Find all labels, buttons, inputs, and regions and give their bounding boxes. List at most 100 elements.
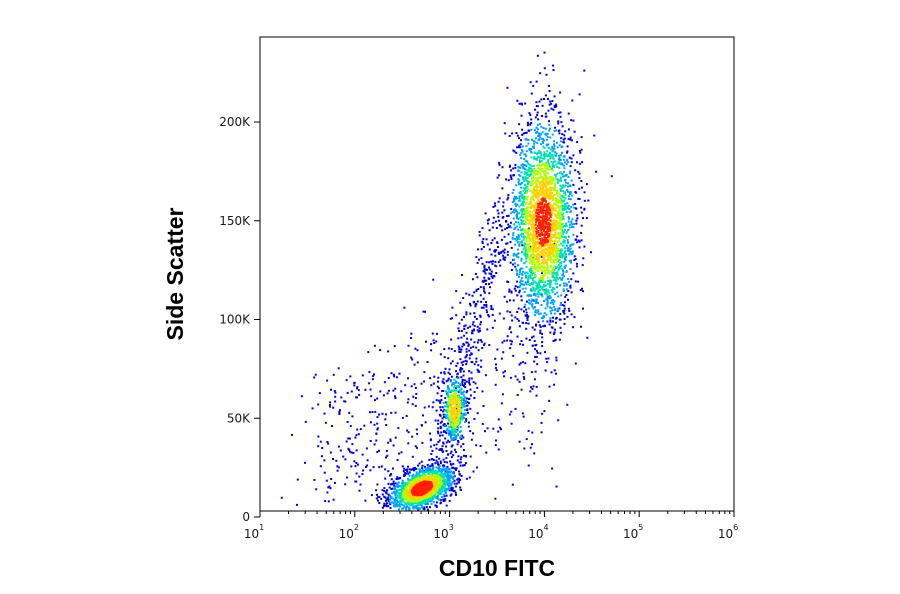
- event-dot: [587, 199, 590, 202]
- event-dot: [550, 264, 553, 267]
- event-dot: [512, 263, 514, 266]
- event-dot: [482, 306, 485, 309]
- event-dot: [430, 464, 433, 467]
- event-dot: [424, 498, 427, 501]
- event-dot: [464, 383, 467, 386]
- event-dot: [374, 410, 377, 413]
- event-dot: [449, 426, 451, 429]
- event-dot: [409, 496, 411, 499]
- event-dot: [561, 207, 564, 210]
- event-dot: [442, 472, 445, 475]
- event-dot: [475, 444, 478, 447]
- event-dot: [531, 205, 534, 207]
- event-dot: [471, 294, 474, 297]
- event-dot: [498, 253, 501, 255]
- event-dot: [442, 500, 445, 503]
- event-dot: [540, 177, 543, 180]
- event-dot: [494, 366, 497, 369]
- event-dot: [512, 167, 515, 170]
- event-dot: [533, 170, 536, 173]
- event-dot: [527, 122, 530, 125]
- event-dot: [548, 399, 551, 402]
- event-dot: [425, 479, 428, 482]
- event-dot: [569, 223, 572, 226]
- event-dot: [480, 340, 483, 343]
- event-dot: [467, 402, 470, 405]
- event-dot: [497, 251, 500, 254]
- event-dot: [570, 206, 573, 209]
- event-dot: [496, 209, 499, 212]
- event-dot: [535, 298, 538, 301]
- event-dot: [535, 105, 538, 107]
- event-dot: [563, 257, 566, 259]
- event-dot: [421, 467, 424, 469]
- event-dot: [507, 214, 510, 217]
- event-dot: [546, 296, 549, 298]
- event-dot: [337, 466, 340, 469]
- event-dot: [546, 299, 549, 302]
- event-dot: [446, 401, 449, 404]
- event-dot: [378, 502, 381, 504]
- event-dot: [550, 299, 553, 302]
- event-dot: [527, 142, 530, 145]
- event-dot: [558, 196, 561, 199]
- event-dot: [519, 226, 521, 229]
- event-dot: [390, 478, 393, 481]
- event-dot: [549, 317, 552, 320]
- event-dot: [534, 275, 537, 278]
- event-dot: [494, 357, 497, 360]
- event-dot: [565, 288, 568, 291]
- event-dot: [548, 323, 551, 326]
- event-dot: [516, 272, 518, 275]
- event-dot: [541, 275, 544, 278]
- event-dot: [444, 401, 447, 404]
- event-dot: [536, 141, 539, 144]
- event-dot: [547, 109, 550, 112]
- event-dot: [435, 443, 438, 446]
- event-dot: [550, 179, 553, 181]
- event-dot: [526, 319, 529, 322]
- event-dot: [531, 211, 534, 214]
- event-dot: [562, 311, 565, 314]
- event-dot: [367, 351, 370, 354]
- event-dot: [542, 299, 545, 302]
- event-dot: [540, 261, 543, 264]
- event-dot: [530, 386, 532, 389]
- event-dot: [532, 176, 535, 179]
- event-dot: [531, 289, 534, 292]
- event-dot: [535, 230, 538, 233]
- event-dot: [527, 235, 530, 238]
- event-dot: [529, 223, 532, 226]
- event-dot: [526, 176, 529, 179]
- event-dot: [545, 187, 548, 189]
- event-dot: [508, 165, 511, 168]
- event-dot: [562, 158, 565, 161]
- event-dot: [520, 171, 523, 174]
- event-dot: [492, 427, 495, 430]
- event-dot: [401, 416, 404, 419]
- event-dot: [523, 261, 526, 264]
- event-dot: [555, 359, 558, 362]
- event-dot: [461, 414, 463, 417]
- event-dot: [552, 340, 555, 342]
- event-dot: [476, 276, 479, 279]
- event-dot: [564, 247, 566, 250]
- event-dot: [439, 462, 442, 465]
- event-dot: [562, 290, 565, 292]
- event-dot: [465, 397, 468, 400]
- event-dot: [452, 471, 455, 474]
- event-dot: [451, 481, 454, 484]
- event-dot: [445, 390, 448, 393]
- event-dot: [458, 461, 461, 464]
- event-dot: [563, 192, 566, 195]
- event-dot: [344, 458, 347, 461]
- event-dot: [527, 315, 530, 318]
- event-dot: [521, 209, 524, 212]
- event-dot: [447, 371, 450, 374]
- event-dot: [354, 436, 357, 439]
- event-dot: [563, 225, 566, 227]
- event-dot: [506, 250, 509, 253]
- event-dot: [430, 498, 433, 501]
- event-dot: [407, 398, 410, 401]
- event-dot: [539, 276, 542, 279]
